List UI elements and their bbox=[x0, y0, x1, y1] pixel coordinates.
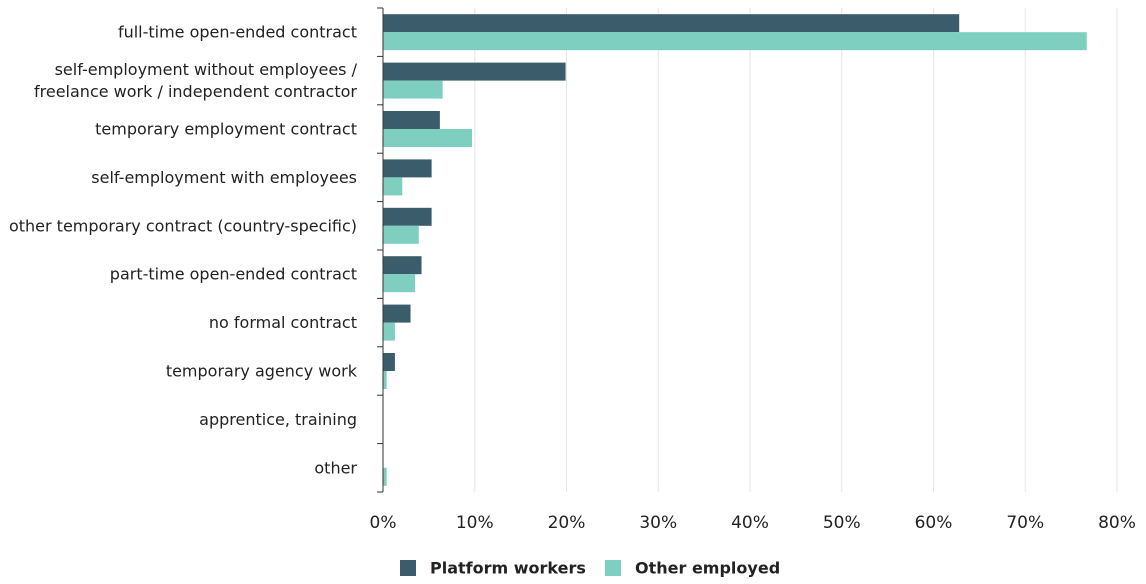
category-label: self-employment with employees bbox=[91, 168, 357, 187]
bar-other-employed bbox=[383, 467, 387, 486]
category-label: apprentice, training bbox=[199, 410, 357, 429]
bar-other-employed bbox=[383, 32, 1087, 51]
bar-other-employed bbox=[383, 225, 419, 244]
x-tick-label: 70% bbox=[1006, 513, 1044, 533]
x-tick-label: 10% bbox=[456, 513, 494, 533]
bar-platform-workers bbox=[383, 62, 566, 81]
bars bbox=[383, 14, 1087, 486]
gridlines bbox=[474, 8, 1118, 492]
legend-swatch bbox=[400, 560, 416, 576]
category-label: temporary employment contract bbox=[95, 120, 357, 139]
x-tick-label: 0% bbox=[370, 513, 397, 533]
category-label: temporary agency work bbox=[166, 362, 358, 381]
category-label: full-time open-ended contract bbox=[118, 23, 357, 42]
bar-other-employed bbox=[383, 274, 416, 293]
bar-other-employed bbox=[383, 371, 387, 389]
legend-label: Other employed bbox=[635, 559, 780, 578]
x-tick-label: 30% bbox=[639, 513, 677, 533]
x-tick-label: 20% bbox=[548, 513, 586, 533]
legend-swatch bbox=[605, 560, 621, 576]
bar-platform-workers bbox=[383, 207, 432, 226]
y-axis-ticks bbox=[377, 7, 383, 493]
category-label: no formal contract bbox=[209, 313, 357, 332]
bar-platform-workers bbox=[383, 256, 422, 275]
bar-platform-workers bbox=[383, 159, 432, 178]
bar-platform-workers bbox=[383, 111, 440, 129]
category-label: freelance work / independent contractor bbox=[34, 82, 357, 101]
legend-label: Platform workers bbox=[430, 559, 586, 578]
bar-other-employed bbox=[383, 80, 443, 99]
bar-platform-workers bbox=[383, 304, 411, 323]
x-tick-label: 50% bbox=[823, 513, 861, 533]
bar-platform-workers bbox=[383, 353, 395, 371]
bar-other-employed bbox=[383, 177, 403, 196]
category-label: self-employment without employees / bbox=[55, 60, 358, 79]
category-labels: full-time open-ended contract self-employ… bbox=[9, 23, 358, 478]
x-tick-label: 60% bbox=[915, 513, 953, 533]
x-tick-label: 80% bbox=[1098, 513, 1136, 533]
x-axis-tick-labels: 0% 10% 20% 30% 40% 50% 60% 70% 80% bbox=[370, 513, 1136, 533]
category-label: other bbox=[314, 458, 357, 477]
bar-other-employed bbox=[383, 129, 472, 147]
x-tick-label: 40% bbox=[731, 513, 769, 533]
legend: Platform workers Other employed bbox=[400, 559, 780, 578]
bar-platform-workers bbox=[383, 14, 960, 33]
category-label: part-time open-ended contract bbox=[110, 265, 357, 284]
category-label: other temporary contract (country-specif… bbox=[9, 216, 357, 235]
bar-other-employed bbox=[383, 322, 395, 341]
